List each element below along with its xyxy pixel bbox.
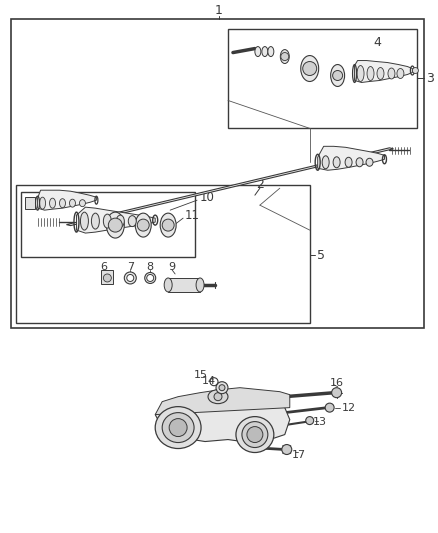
Bar [11,19,424,328]
Text: 15: 15 [194,370,208,379]
Text: 13: 13 [313,417,327,426]
Polygon shape [77,207,155,233]
Ellipse shape [70,199,75,207]
Text: 1: 1 [215,4,223,17]
Text: 8: 8 [147,262,154,272]
Bar [25,197,35,209]
Bar [16,185,310,323]
Ellipse shape [236,417,274,453]
Ellipse shape [322,156,329,169]
Circle shape [103,274,111,282]
Polygon shape [355,61,413,83]
Text: 10: 10 [200,191,215,204]
Circle shape [108,218,122,232]
Circle shape [413,68,418,74]
Ellipse shape [208,390,228,403]
Ellipse shape [367,67,374,80]
Ellipse shape [356,158,363,167]
Ellipse shape [242,422,268,448]
Circle shape [162,219,174,231]
Circle shape [303,61,317,76]
Polygon shape [318,147,385,170]
Bar [228,29,417,128]
Text: 14: 14 [202,376,216,386]
Bar [21,192,195,257]
Polygon shape [38,190,96,210]
Circle shape [332,70,343,80]
Ellipse shape [79,200,85,207]
Bar [168,278,200,292]
Circle shape [137,219,149,231]
Ellipse shape [106,212,124,238]
Circle shape [214,393,222,401]
Text: 11: 11 [185,208,200,222]
Circle shape [219,385,225,391]
Text: 3: 3 [426,72,434,85]
Ellipse shape [301,55,319,82]
Ellipse shape [282,445,292,455]
Circle shape [247,426,263,442]
Ellipse shape [306,417,314,425]
Ellipse shape [262,46,268,56]
Ellipse shape [325,403,334,412]
Ellipse shape [345,157,352,167]
Ellipse shape [117,215,124,227]
Circle shape [127,274,134,281]
Text: 9: 9 [169,262,176,272]
Ellipse shape [160,213,176,237]
Text: 4: 4 [374,36,381,49]
Text: 5: 5 [317,248,325,262]
Bar [101,270,113,284]
Ellipse shape [397,69,404,78]
Ellipse shape [60,199,66,208]
Ellipse shape [255,46,261,56]
Ellipse shape [357,66,364,82]
Ellipse shape [280,50,289,63]
Ellipse shape [135,213,151,237]
Ellipse shape [332,387,342,398]
Ellipse shape [39,197,46,209]
Ellipse shape [331,64,345,86]
Ellipse shape [196,278,204,292]
Ellipse shape [92,213,99,229]
Circle shape [147,274,154,281]
Ellipse shape [377,68,384,79]
Ellipse shape [268,46,274,56]
Polygon shape [155,387,290,415]
Ellipse shape [103,214,111,228]
Text: 7: 7 [127,262,134,272]
Ellipse shape [388,68,395,79]
Text: 6: 6 [100,262,107,272]
Text: 17: 17 [292,449,306,459]
Text: 12: 12 [342,402,356,413]
Text: 2: 2 [256,177,264,191]
Ellipse shape [128,216,136,227]
Circle shape [169,418,187,437]
Ellipse shape [164,278,172,292]
Text: 16: 16 [330,378,344,387]
Ellipse shape [162,413,194,442]
Circle shape [281,53,289,61]
Ellipse shape [333,157,340,168]
Ellipse shape [366,158,373,166]
Circle shape [216,382,228,394]
Ellipse shape [124,272,136,284]
Ellipse shape [49,198,56,208]
Ellipse shape [155,407,201,449]
Ellipse shape [145,272,155,284]
Polygon shape [155,402,290,442]
Ellipse shape [81,212,88,230]
Polygon shape [67,148,393,225]
